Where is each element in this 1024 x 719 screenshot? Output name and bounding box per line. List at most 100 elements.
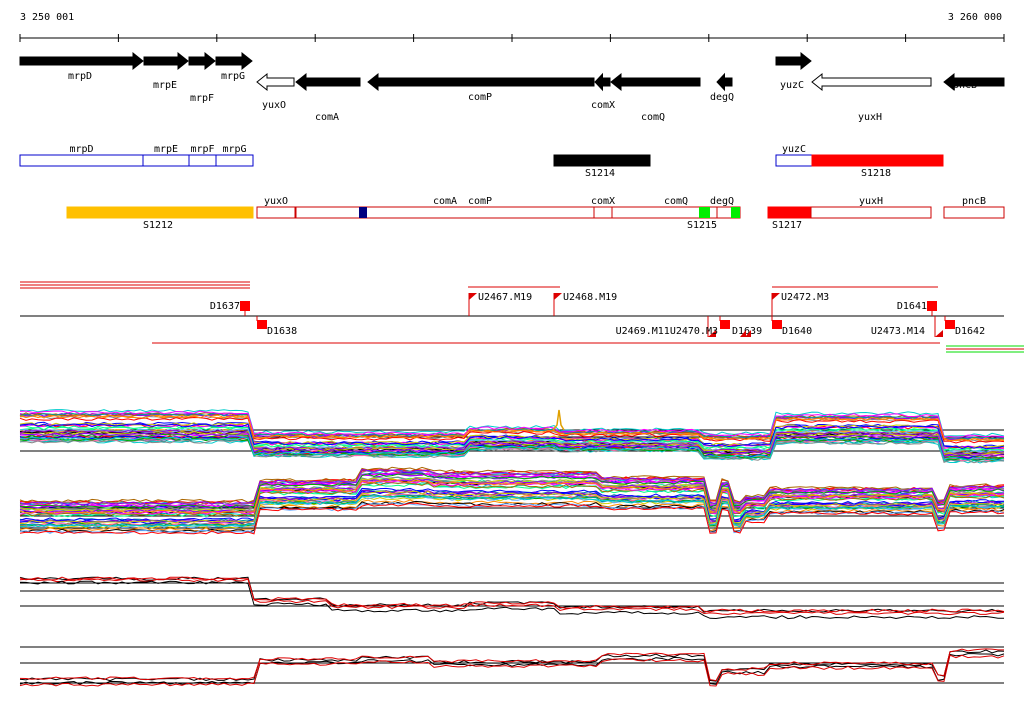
segment-box: [553, 154, 651, 167]
segment-label: yuzC: [782, 144, 806, 155]
gene-label-comA: comA: [315, 112, 339, 123]
expression-profile-line: [19, 576, 1005, 613]
expression-profile-line: [19, 432, 1005, 457]
expression-profile-line: [19, 416, 1005, 444]
feature-marker: [257, 320, 267, 329]
segment-caption: S1215: [687, 220, 717, 231]
gene-arrow-comX: [594, 72, 611, 92]
gene-arrow-yuzC: [775, 51, 812, 71]
segment-box: [295, 206, 595, 219]
segment-label: comP: [468, 196, 492, 207]
expression-profile-line: [19, 502, 1005, 535]
expression-profile-panel-1: [19, 408, 1005, 464]
expression-profile-line: [19, 476, 1005, 512]
expression-profile-line: [19, 653, 1005, 685]
feature-flag: [554, 293, 562, 300]
expression-profile-line: [19, 423, 1005, 450]
gene-label-mrpE: mrpE: [153, 80, 177, 91]
gene-label-pncB: pncB: [953, 80, 977, 91]
gene-label-degQ: degQ: [710, 92, 734, 103]
gene-arrow-comA: [295, 72, 361, 92]
gene-label-mrpG: mrpG: [221, 71, 245, 82]
gene-label-yuxO: yuxO: [262, 100, 286, 111]
gene-arrow-comP: [367, 72, 595, 92]
gene-arrow-mrpD: [19, 51, 144, 71]
segment-box: [767, 206, 812, 219]
expression-profile-line: [19, 423, 1005, 450]
segment-box: [256, 206, 296, 219]
segment-box: [593, 206, 613, 219]
feature-label: U2472.M3: [781, 292, 829, 303]
gene-arrow-mrpF: [188, 51, 216, 71]
expression-profile-line: [19, 578, 1005, 616]
expression-profile-line: [19, 436, 1005, 461]
segment-box: [188, 154, 217, 167]
feature-label: U2473.M14: [871, 326, 925, 337]
gene-arrow-degQ: [716, 72, 733, 92]
expression-profile-line: [19, 473, 1005, 509]
expression-profile-line: [20, 483, 1005, 518]
gene-arrow-mrpG: [215, 51, 253, 71]
gene-label-yuxH: yuxH: [858, 112, 882, 123]
segment-mark: [731, 207, 740, 218]
segment-label: mrpD: [69, 144, 93, 155]
expression-profile-line: [19, 469, 1005, 506]
feature-flag: [745, 330, 751, 337]
expression-profile-line: [19, 490, 1005, 524]
expression-profile-panel-3: [19, 576, 1005, 620]
segment-box: [943, 206, 1005, 219]
feature-flag: [740, 330, 746, 337]
expression-profile-line: [19, 580, 1004, 620]
expression-profile-line: [19, 422, 1005, 449]
feature-flag: [772, 293, 780, 300]
segment-label: yuxO: [264, 196, 288, 207]
gene-label-comQ: comQ: [641, 112, 665, 123]
segment-label: pncB: [962, 196, 986, 207]
segment-track-1: mrpD mrpE mrpF mrpG yuzC S1214 S1218: [19, 144, 944, 179]
expression-profile-line: [19, 648, 1004, 682]
segment-box: [19, 154, 144, 167]
segment-caption: S1212: [143, 220, 173, 231]
expression-profile-line: [19, 649, 1005, 682]
expression-profile-line: [19, 430, 1005, 456]
feature-label: D1638: [267, 326, 297, 337]
coordinate-ruler: [19, 34, 1005, 42]
gene-label-comX: comX: [591, 100, 615, 111]
feature-marker: [927, 301, 937, 311]
feature-label: D1640: [782, 326, 812, 337]
segment-box: [810, 206, 932, 219]
expression-profile-line: [19, 654, 1005, 687]
gene-label-comP: comP: [468, 92, 492, 103]
feature-label: U2467.M19: [478, 292, 532, 303]
gene-annotation-track: mrpD mrpE mrpF mrpG yuxO comA comP comX comQ degQ…: [19, 51, 1005, 123]
expression-profile-line: [19, 576, 1005, 613]
segment-mark: [359, 207, 367, 218]
segment-box: [611, 206, 741, 219]
segment-label: mrpE: [154, 144, 178, 155]
feature-label: U2469.M11U2470.M3: [616, 326, 718, 337]
segment-box: [66, 206, 254, 219]
feature-marker: [240, 301, 250, 311]
expression-profile-line: [19, 466, 1005, 503]
expression-profile-line: [19, 469, 1005, 506]
gene-label-mrpD: mrpD: [68, 71, 92, 82]
segment-mark: [699, 207, 710, 218]
feature-marker: [772, 320, 782, 329]
segment-caption: S1217: [772, 220, 802, 231]
expression-profile-line: [19, 479, 1005, 514]
gene-label-mrpF: mrpF: [190, 93, 214, 104]
feature-marker: [720, 320, 730, 329]
segment-label: mrpG: [222, 144, 246, 155]
segment-caption: S1218: [861, 168, 891, 179]
feature-label: D1637: [210, 301, 240, 312]
expression-profile-line: [19, 433, 1005, 459]
expression-profile-panel-4: [19, 646, 1005, 687]
expression-profile-line: [19, 410, 1005, 438]
feature-label: D1641: [897, 301, 927, 312]
feature-marker-track: D1637 U2467.M19 U2468.M19 U2472.M3 D1641 D163…: [20, 281, 1024, 353]
segment-track-2: yuxO comA comX comQ yuxH pncB comP degQ S1212 S12…: [66, 196, 1005, 231]
gene-arrow-comQ: [610, 72, 701, 92]
segment-label: degQ: [710, 196, 734, 207]
